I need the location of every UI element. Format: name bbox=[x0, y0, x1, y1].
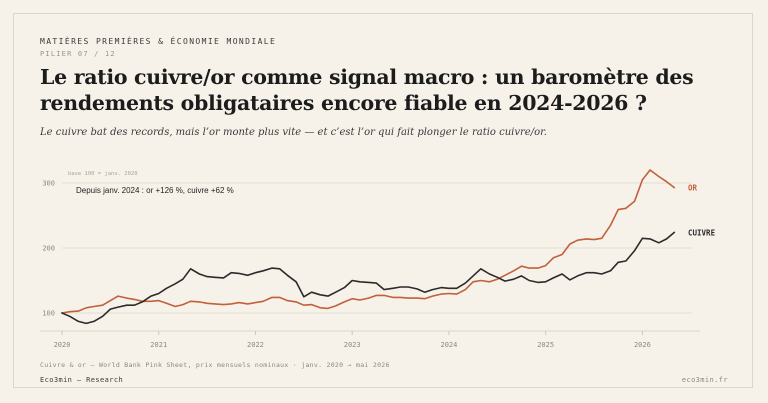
x-tick-label: 2020 bbox=[54, 341, 71, 349]
y-tick-labels: 100 200 300 bbox=[42, 180, 55, 318]
category-kicker: MATIÈRES PREMIÈRES & ÉCONOMIE MONDIALE bbox=[40, 37, 277, 46]
pillar-label: PILIER 07 / 12 bbox=[40, 50, 116, 58]
brand-label: Eco3min — Research bbox=[40, 376, 124, 384]
card-frame bbox=[13, 13, 753, 388]
series-end-labels: OR CUIVRE bbox=[688, 184, 716, 238]
series-line-or bbox=[61, 169, 676, 314]
x-tick-labels: 2020 2021 2022 2023 2024 2025 2026 bbox=[54, 331, 651, 349]
x-tick-label: 2024 bbox=[440, 341, 457, 349]
y-tick-label: 200 bbox=[42, 245, 55, 253]
y-tick-label: 300 bbox=[42, 180, 55, 188]
series-label-cuivre: CUIVRE bbox=[688, 228, 716, 237]
chart-annotation: Depuis janv. 2024 : or +126 %, cuivre +6… bbox=[76, 186, 234, 195]
x-tick-label: 2022 bbox=[247, 341, 264, 349]
page-subtitle: Le cuivre bat des records, mais l’or mon… bbox=[40, 127, 547, 138]
page-title: Le ratio cuivre/or comme signal macro : … bbox=[40, 65, 694, 115]
source-note: Cuivre & or — World Bank Pink Sheet, pri… bbox=[40, 361, 390, 369]
x-tick-label: 2023 bbox=[344, 341, 361, 349]
grid-lines bbox=[40, 182, 700, 332]
site-label: eco3min.fr bbox=[681, 376, 728, 384]
series-line-cuivre bbox=[61, 231, 676, 325]
y-tick-label: 100 bbox=[42, 310, 55, 318]
x-tick-label: 2021 bbox=[150, 341, 167, 349]
base-note: base 100 = janv. 2020 bbox=[68, 171, 138, 177]
series-lines bbox=[61, 169, 676, 325]
chart-svg: 100 200 300 2020 2021 2022 2023 2024 2025 2026 b… bbox=[40, 169, 716, 349]
series-label-or: OR bbox=[688, 184, 698, 193]
x-tick-label: 2025 bbox=[537, 341, 554, 349]
x-tick-label: 2026 bbox=[634, 341, 651, 349]
